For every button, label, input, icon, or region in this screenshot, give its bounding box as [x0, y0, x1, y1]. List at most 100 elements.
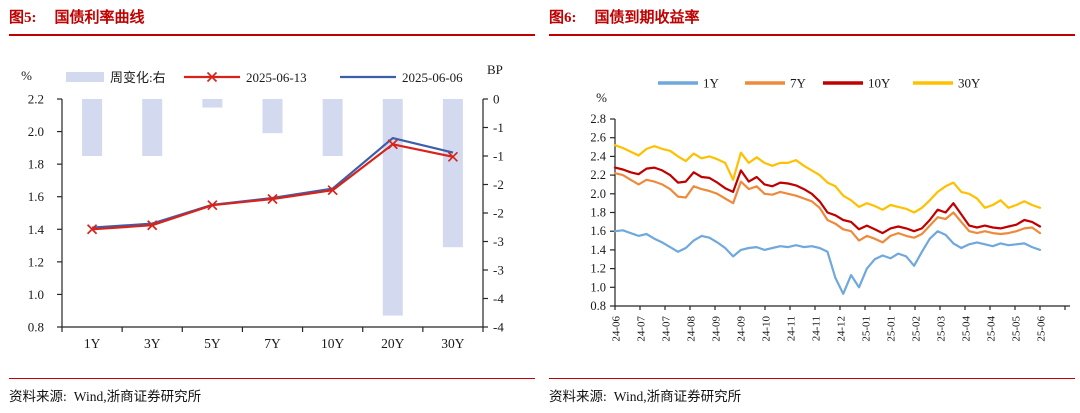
weekly-change-bars [82, 99, 463, 316]
right-axis-tick-label: -4 [493, 320, 504, 335]
series-1Y [613, 229, 1042, 295]
right-axis-tick-label: -2 [493, 177, 504, 192]
category-label: 3Y [144, 336, 161, 351]
x-axis-tick-label: 24-08 [686, 316, 698, 342]
y-axis-tick-label: 2.8 [590, 112, 606, 126]
right-axis-tick-label: 0 [493, 92, 500, 107]
x-axis-tick-label: 25-02 [911, 316, 923, 342]
figure6-panel: 图6: 国债到期收益率 2.8 2.6 2.4 2.2 2.0 1.8 1.6 1.4 1.2 1.… [540, 0, 1080, 413]
figure5-title-rule [9, 34, 535, 36]
left-axis-tick-label: 1.0 [28, 287, 44, 302]
figure5-source-text: Wind,浙商证券研究所 [73, 389, 202, 404]
x-marker [86, 224, 98, 235]
axis-labels: 2.8 2.6 2.4 2.2 2.0 1.8 1.6 1.4 1.2 1.0 0.8 24-06 24… [590, 90, 1047, 342]
right-axis-unit: BP [487, 62, 503, 77]
weekly-change-bar [322, 99, 343, 156]
x-axis-tick-label: 25-04 [961, 316, 973, 342]
figure6-label: 图6: [549, 10, 577, 26]
x-marker [327, 185, 338, 196]
series-2025-06-13 [86, 139, 459, 235]
legend-line-label: 2025-06-06 [402, 70, 463, 85]
category-label: 20Y [381, 336, 405, 351]
x-marker [447, 151, 459, 162]
right-axis-tick-label: -1 [493, 120, 504, 135]
right-axis-tick-label: -2 [493, 206, 504, 221]
x-axis-tick-label: 24-07 [636, 316, 648, 342]
y-axis-tick-label: 1.2 [590, 262, 606, 276]
legend-label: 30Y [958, 76, 981, 91]
y-axis-tick-label: 2.4 [590, 149, 606, 163]
category-label: 10Y [321, 336, 345, 351]
axis-labels: 2.2 2.0 1.8 1.6 1.4 1.2 1.0 0.8 0 -1 -1 -2 -2 -3 -3 -4 -… [21, 62, 504, 351]
weekly-change-bar [442, 99, 463, 248]
x-axis-tick-label: 24-11 [811, 316, 823, 341]
legend-label: 7Y [790, 76, 807, 91]
left-axis-tick-label: 1.2 [28, 254, 44, 269]
category-label: 1Y [84, 336, 101, 351]
y-axis-tick-label: 1.6 [590, 224, 606, 238]
figure5-source-label: 资料来源: [9, 389, 67, 404]
figure5-source-row: 资料来源: Wind,浙商证券研究所 [9, 378, 535, 405]
x-marker [267, 193, 278, 205]
legend-line-label: 2025-06-13 [246, 70, 307, 85]
figure6-source-row: 资料来源: Wind,浙商证券研究所 [549, 378, 1075, 405]
x-marker [387, 139, 398, 150]
x-axis-tick-label: 25-06 [1036, 316, 1048, 342]
x-axis-tick-label: 24-12 [836, 316, 848, 342]
weekly-change-bar [82, 99, 103, 156]
y-axis-unit: % [596, 90, 607, 105]
series-7Y [613, 172, 1042, 244]
weekly-change-bar [382, 99, 403, 316]
y-axis-tick-label: 2.0 [590, 187, 606, 201]
figure5-label: 图5: [9, 10, 37, 26]
left-axis-tick-label: 0.8 [28, 320, 44, 335]
y-axis-tick-label: 1.4 [590, 243, 606, 257]
left-axis-tick-label: 2.0 [28, 124, 44, 139]
yield-curve-chart: 2.2 2.0 1.8 1.6 1.4 1.2 1.0 0.8 0 -1 -1 -2 -2 -3 -3 -4 -… [21, 62, 504, 351]
category-label: 30Y [441, 336, 465, 351]
x-marker [207, 200, 218, 211]
legend-label: 1Y [703, 76, 720, 91]
x-axis-tick-label: 25-01 [861, 316, 873, 342]
y-axis-tick-label: 2.2 [590, 168, 606, 182]
series-30Y [613, 144, 1042, 214]
left-axis-tick-label: 1.6 [28, 189, 45, 204]
left-axis-tick-label: 1.8 [28, 157, 44, 172]
axes [610, 118, 1070, 310]
weekly-change-bar [262, 99, 283, 134]
legend: 周变化:右 2025-06-13 2025-06-06 [66, 70, 463, 85]
figure5-title: 国债利率曲线 [54, 10, 145, 26]
x-axis-tick-label: 25-04 [986, 316, 998, 342]
figure6-source-text: Wind,浙商证券研究所 [613, 389, 742, 404]
left-axis-tick-label: 2.2 [28, 92, 44, 107]
category-label: 7Y [264, 336, 281, 351]
ytm-history-chart: 2.8 2.6 2.4 2.2 2.0 1.8 1.6 1.4 1.2 1.0 0.8 24-06 24… [590, 76, 1070, 342]
right-axis-tick-label: -3 [493, 263, 504, 278]
x-axis-tick-label: 25-01 [886, 316, 898, 342]
legend-label: 10Y [868, 76, 891, 91]
left-axis-tick-label: 1.4 [28, 222, 45, 237]
figure5-panel: 图5: 国债利率曲线 2.2 2.0 1.8 1.6 1.4 1.2 1.0 0.8 0 -1 -1 -… [9, 6, 535, 405]
series-10Y [613, 166, 1042, 235]
figure6-title: 国债到期收益率 [594, 10, 700, 26]
y-axis-tick-label: 2.6 [590, 131, 606, 145]
left-axis-unit: % [21, 68, 32, 83]
right-axis-tick-label: -3 [493, 234, 504, 249]
right-axis-tick-label: -1 [493, 149, 504, 164]
legend-bar-label: 周变化:右 [110, 70, 166, 85]
category-label: 5Y [204, 336, 221, 351]
x-marker [206, 71, 218, 83]
x-marker [147, 220, 158, 231]
figure6-header: 图6: 国债到期收益率 [549, 6, 1072, 32]
figure5-header: 图5: 国债利率曲线 [9, 6, 532, 32]
weekly-change-bar [142, 99, 163, 156]
y-axis-tick-label: 1.8 [590, 206, 606, 220]
figure6-source-label: 资料来源: [549, 389, 607, 404]
figure6-title-rule [549, 34, 1075, 36]
x-axis-tick-label: 24-07 [661, 316, 673, 342]
right-axis-tick-label: -4 [493, 291, 504, 306]
legend: 1Y 7Y 10Y 30Y [658, 76, 981, 91]
y-axis-tick-label: 1.0 [590, 280, 606, 294]
y-axis-tick-label: 0.8 [590, 299, 606, 313]
